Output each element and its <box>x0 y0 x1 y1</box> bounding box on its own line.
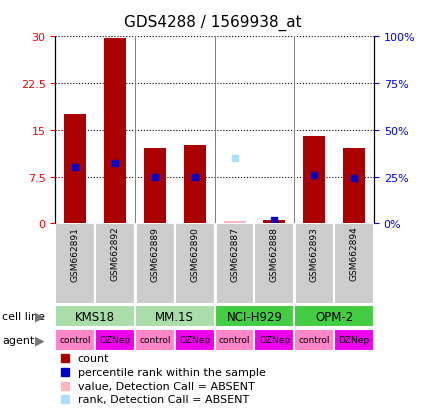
Text: MM.1S: MM.1S <box>156 310 194 323</box>
FancyBboxPatch shape <box>55 306 135 327</box>
Text: ▶: ▶ <box>35 310 45 323</box>
Text: control: control <box>139 336 170 344</box>
Bar <box>303 137 325 224</box>
FancyBboxPatch shape <box>135 329 175 351</box>
Bar <box>264 221 285 224</box>
Text: GSM662890: GSM662890 <box>190 226 199 281</box>
FancyBboxPatch shape <box>175 224 215 305</box>
Text: GSM662894: GSM662894 <box>350 226 359 281</box>
FancyBboxPatch shape <box>55 224 95 305</box>
Text: NCI-H929: NCI-H929 <box>227 310 283 323</box>
FancyBboxPatch shape <box>255 329 294 351</box>
Bar <box>224 222 246 224</box>
Text: control: control <box>60 336 91 344</box>
Bar <box>144 149 166 224</box>
Text: GSM662889: GSM662889 <box>150 226 159 281</box>
FancyBboxPatch shape <box>95 224 135 305</box>
Bar <box>184 146 206 224</box>
Text: cell line: cell line <box>2 311 45 321</box>
FancyBboxPatch shape <box>255 224 294 305</box>
Text: control: control <box>219 336 250 344</box>
Bar <box>343 149 365 224</box>
Text: GSM662887: GSM662887 <box>230 226 239 281</box>
Text: rank, Detection Call = ABSENT: rank, Detection Call = ABSENT <box>77 394 249 404</box>
Text: KMS18: KMS18 <box>75 310 115 323</box>
Text: percentile rank within the sample: percentile rank within the sample <box>77 367 266 377</box>
Text: control: control <box>298 336 330 344</box>
FancyBboxPatch shape <box>215 224 255 305</box>
Bar <box>64 115 86 224</box>
Text: ▶: ▶ <box>35 334 45 347</box>
FancyBboxPatch shape <box>215 306 294 327</box>
Text: count: count <box>77 353 109 363</box>
Text: GSM662888: GSM662888 <box>270 226 279 281</box>
Text: GDS4288 / 1569938_at: GDS4288 / 1569938_at <box>124 14 301 31</box>
FancyBboxPatch shape <box>334 329 374 351</box>
Text: value, Detection Call = ABSENT: value, Detection Call = ABSENT <box>77 381 254 391</box>
Text: DZNep: DZNep <box>339 336 370 344</box>
FancyBboxPatch shape <box>334 224 374 305</box>
Text: DZNep: DZNep <box>179 336 210 344</box>
Text: OPM-2: OPM-2 <box>315 310 353 323</box>
Text: agent: agent <box>2 335 34 345</box>
FancyBboxPatch shape <box>135 224 175 305</box>
Text: GSM662892: GSM662892 <box>110 226 119 281</box>
FancyBboxPatch shape <box>55 329 95 351</box>
FancyBboxPatch shape <box>175 329 215 351</box>
Text: DZNep: DZNep <box>99 336 130 344</box>
FancyBboxPatch shape <box>294 306 374 327</box>
FancyBboxPatch shape <box>135 306 215 327</box>
FancyBboxPatch shape <box>294 224 334 305</box>
FancyBboxPatch shape <box>215 329 255 351</box>
FancyBboxPatch shape <box>95 329 135 351</box>
Bar <box>104 38 126 224</box>
Text: GSM662891: GSM662891 <box>71 226 79 281</box>
Text: DZNep: DZNep <box>259 336 290 344</box>
Text: GSM662893: GSM662893 <box>310 226 319 281</box>
FancyBboxPatch shape <box>294 329 334 351</box>
